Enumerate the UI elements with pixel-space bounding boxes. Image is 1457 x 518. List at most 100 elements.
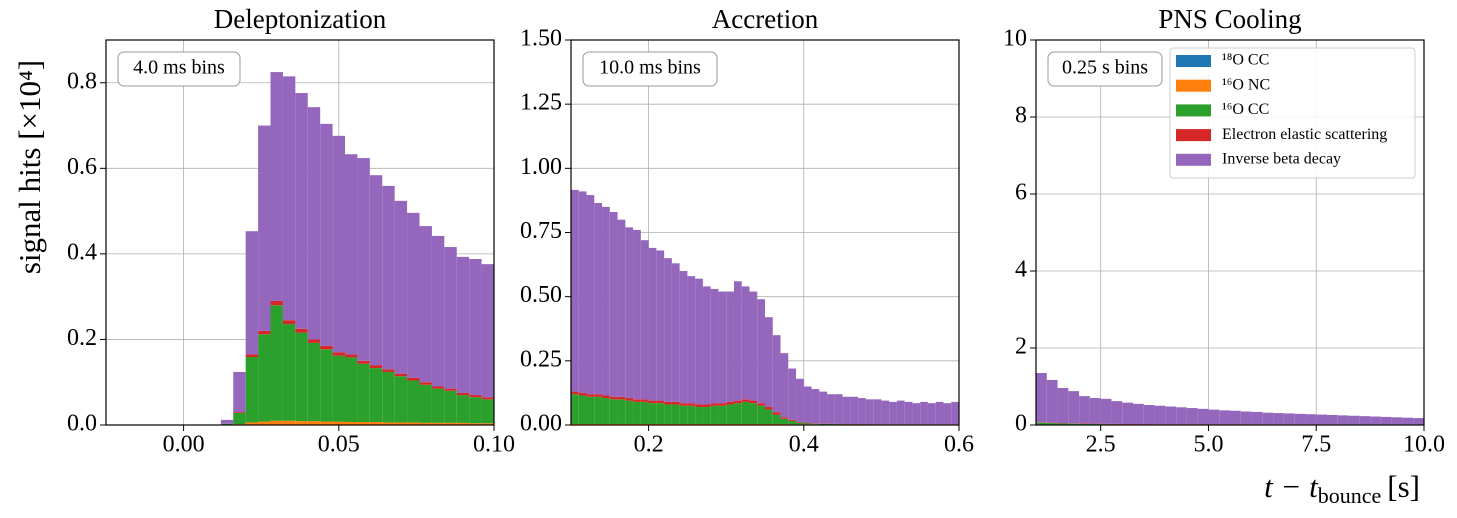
- annotation: 0.25 s bins: [1062, 57, 1148, 79]
- histogram-bar: [571, 394, 579, 424]
- histogram-bar: [270, 420, 283, 425]
- histogram-bar: [481, 264, 494, 398]
- histogram-bar: [394, 422, 408, 425]
- histogram-bar: [1305, 414, 1317, 425]
- x-tick-label: 2.5: [1086, 432, 1116, 458]
- histogram-bar: [687, 403, 696, 406]
- histogram-bar: [904, 401, 913, 425]
- histogram-bar: [1143, 404, 1155, 425]
- histogram-bar: [594, 394, 603, 397]
- histogram-bar: [345, 422, 358, 425]
- histogram-bar: [394, 200, 408, 374]
- histogram-bar: [640, 240, 649, 400]
- histogram-bar: [687, 405, 696, 424]
- histogram-bar: [648, 403, 657, 424]
- histogram-bar: [656, 403, 665, 424]
- histogram-bar: [671, 263, 680, 402]
- histogram-bar: [270, 300, 283, 306]
- histogram-bar: [332, 421, 346, 425]
- histogram-bar: [469, 423, 482, 425]
- histogram-bar: [757, 403, 765, 406]
- histogram-bar: [889, 401, 897, 425]
- histogram-bar: [1283, 413, 1295, 425]
- histogram-bar: [648, 400, 657, 404]
- histogram-bar: [788, 368, 797, 420]
- histogram-bar: [920, 401, 928, 425]
- histogram-bar: [282, 76, 296, 321]
- y-tick-label: 0.00: [520, 411, 562, 437]
- histogram-bar: [702, 407, 711, 424]
- histogram-bar: [827, 423, 835, 425]
- histogram-bar: [469, 259, 482, 396]
- histogram-bar: [695, 407, 703, 424]
- annotation: 4.0 ms bins: [133, 57, 225, 79]
- histogram-bar: [357, 363, 370, 423]
- y-tick-label: 0.2: [67, 325, 97, 351]
- histogram-bar: [1273, 413, 1284, 425]
- histogram-bar: [270, 72, 283, 301]
- histogram-bar: [842, 396, 851, 424]
- histogram-bar: [1380, 416, 1392, 425]
- histogram-bar: [357, 360, 370, 364]
- histogram-bar: [625, 400, 634, 424]
- x-axis-label: t − tbounce [s]: [1264, 469, 1420, 508]
- axes-frame: [1035, 39, 1425, 426]
- histogram-bar: [245, 422, 259, 425]
- histogram-bar: [803, 386, 812, 423]
- histogram-bar: [307, 342, 321, 422]
- x-tick-label: 0.2: [634, 432, 664, 458]
- histogram-bar: [772, 335, 781, 413]
- histogram-bar: [469, 395, 482, 398]
- histogram-bar: [679, 403, 688, 406]
- plot-area: [220, 72, 494, 425]
- histogram-bar: [295, 421, 308, 425]
- histogram-bar: [345, 354, 358, 358]
- histogram-bar: [819, 391, 828, 424]
- histogram-bar: [320, 421, 333, 425]
- histogram-bar: [726, 401, 734, 405]
- histogram-bar: [571, 391, 579, 395]
- histogram-bar: [780, 418, 789, 424]
- histogram-bar: [780, 417, 789, 419]
- histogram-bar: [1316, 414, 1327, 425]
- legend-swatch: [1176, 153, 1211, 166]
- histogram-bar: [935, 401, 944, 425]
- legend-swatch: [1176, 104, 1211, 117]
- histogram-bar: [881, 400, 890, 425]
- histogram-bar: [803, 423, 812, 425]
- histogram-bar: [1208, 409, 1220, 425]
- y-tick-label: 0.50: [520, 282, 562, 308]
- histogram-bar: [369, 422, 383, 425]
- histogram-bar: [896, 400, 905, 425]
- histogram-bar: [220, 419, 234, 424]
- histogram-bar: [233, 413, 246, 425]
- histogram-bar: [233, 371, 246, 413]
- histogram-bar: [332, 352, 346, 356]
- histogram-bar: [788, 420, 797, 425]
- histogram-bar: [648, 247, 657, 401]
- histogram-bar: [444, 422, 457, 425]
- x-tick-label: 0.6: [944, 432, 974, 458]
- histogram-bar: [382, 369, 395, 372]
- histogram-bar: [1068, 423, 1080, 425]
- histogram-bar: [741, 286, 750, 400]
- x-tick-label: 0.10: [473, 432, 515, 458]
- histogram-bar: [811, 423, 820, 425]
- histogram-bar: [1327, 414, 1338, 425]
- chart-title: PNS Cooling: [1158, 4, 1301, 34]
- histogram-bar: [1391, 417, 1403, 425]
- histogram-bar: [772, 414, 781, 424]
- histogram-bar: [602, 206, 610, 396]
- histogram-bar: [811, 389, 820, 424]
- plot-area: [571, 189, 959, 425]
- histogram-bar: [633, 229, 641, 400]
- axes-frame: [105, 39, 495, 426]
- y-axis-label: signal hits [×10⁴]: [12, 60, 47, 274]
- y-tick-label: 0: [1015, 411, 1027, 437]
- legend-label: ¹⁸O CC: [1222, 52, 1269, 69]
- histogram-bar: [695, 278, 703, 405]
- y-tick-label: 6: [1015, 180, 1027, 206]
- histogram-bar: [1111, 401, 1123, 424]
- histogram-bar: [233, 412, 246, 414]
- histogram-bar: [1036, 373, 1047, 423]
